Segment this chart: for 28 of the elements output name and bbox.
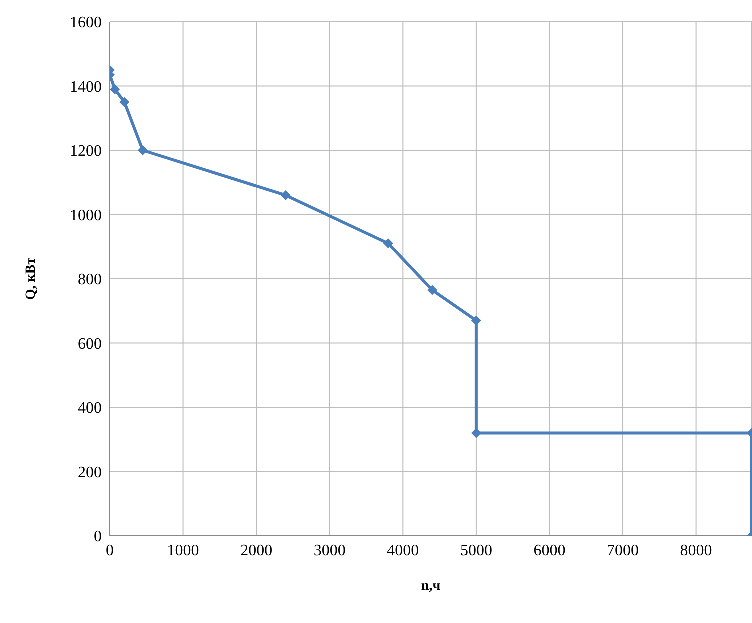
y-tick-label: 1000 (70, 207, 102, 224)
point (383, 238, 394, 249)
y-tick-label: 400 (78, 400, 102, 418)
point (110, 84, 120, 94)
y-tick-label: 600 (78, 336, 102, 353)
x-tick-label: 5000 (460, 542, 492, 560)
x-tick-label: 2000 (240, 542, 273, 560)
y-tick-label: 0 (94, 528, 102, 546)
y-tick-label: 1600 (70, 14, 102, 32)
point (471, 428, 482, 438)
x-tick-label: 6000 (534, 542, 566, 560)
x-tick-label: 0 (106, 542, 114, 560)
y-tick-label: 1400 (70, 78, 102, 96)
x-tick-label: 4000 (387, 542, 420, 560)
point (120, 97, 130, 108)
y-tick-label: 200 (78, 464, 102, 482)
y-axis-title: Q, кВт (24, 258, 39, 300)
point (280, 190, 291, 200)
x-tick-label: 1000 (167, 542, 200, 560)
point (138, 146, 148, 156)
point (427, 285, 438, 296)
x-tick-label: 8000 (680, 542, 712, 560)
y-tick-label: 800 (78, 272, 102, 289)
x-tick-label: 7000 (607, 542, 640, 560)
point (471, 316, 482, 326)
y-tick-label: 1200 (70, 143, 102, 160)
x-axis-title: n,ч (421, 579, 441, 594)
x-tick-label: 3000 (314, 542, 346, 560)
